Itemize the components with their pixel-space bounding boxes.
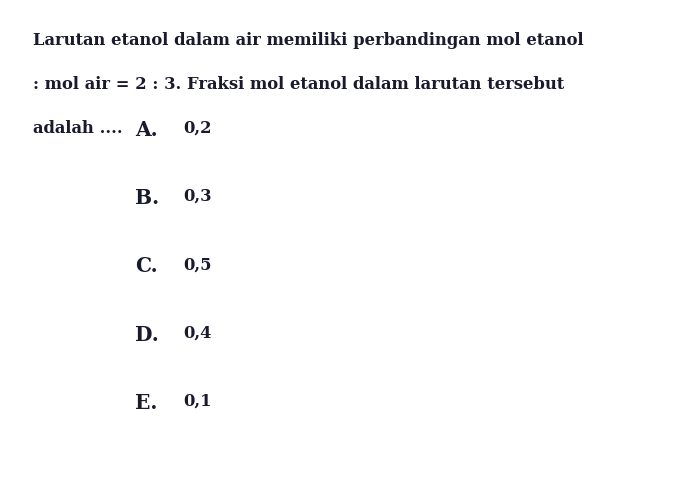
Text: 0,1: 0,1 bbox=[183, 393, 212, 410]
Text: : mol air = 2 : 3. Fraksi mol etanol dalam larutan tersebut: : mol air = 2 : 3. Fraksi mol etanol dal… bbox=[33, 76, 565, 93]
Text: 0,3: 0,3 bbox=[183, 188, 212, 205]
Text: D.: D. bbox=[135, 325, 158, 345]
Text: 0,2: 0,2 bbox=[183, 120, 212, 137]
Text: A.: A. bbox=[135, 120, 158, 140]
Text: C.: C. bbox=[135, 256, 158, 276]
Text: B.: B. bbox=[135, 188, 159, 208]
Text: Larutan etanol dalam air memiliki perbandingan mol etanol: Larutan etanol dalam air memiliki perban… bbox=[33, 32, 584, 49]
Text: adalah ....: adalah .... bbox=[33, 120, 123, 137]
Text: 0,5: 0,5 bbox=[183, 256, 212, 273]
Text: 0,4: 0,4 bbox=[183, 325, 212, 342]
Text: E.: E. bbox=[135, 393, 157, 413]
